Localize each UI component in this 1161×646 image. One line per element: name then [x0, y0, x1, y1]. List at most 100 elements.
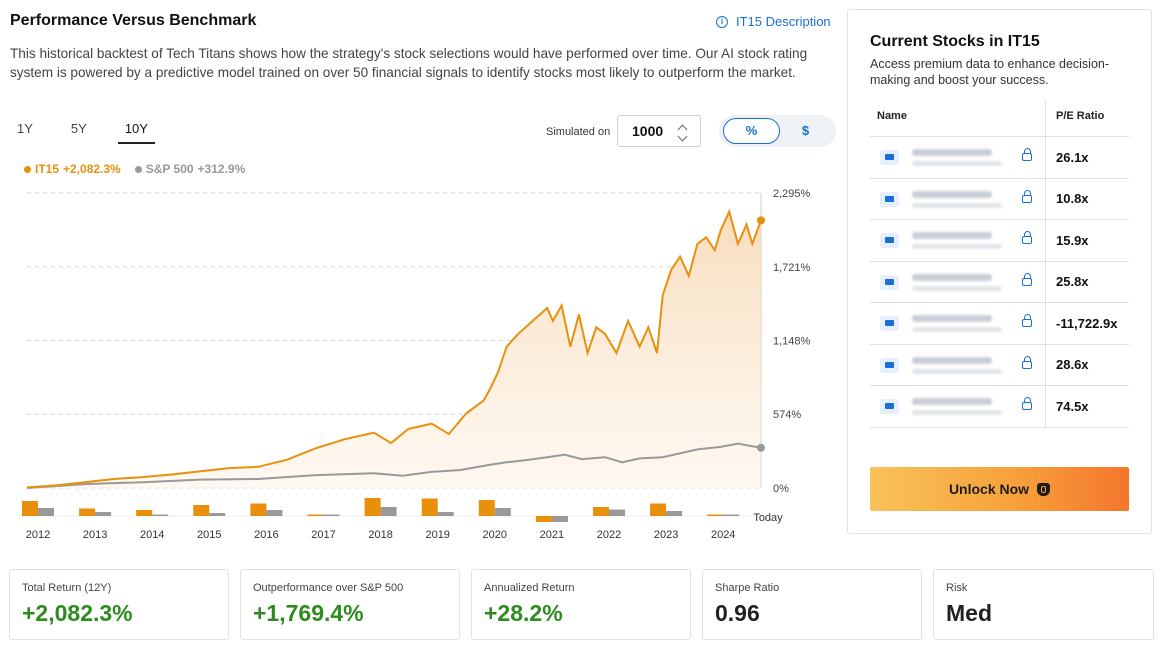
table-row[interactable]: 26.1x [870, 137, 1129, 179]
legend-it15-dot [24, 165, 31, 173]
info-icon: i [716, 15, 728, 28]
unit-percent-button[interactable]: % [723, 118, 780, 144]
table-row[interactable]: 10.8x [870, 178, 1129, 220]
blurred-ticker [912, 356, 992, 364]
sp500-bar-2021 [551, 516, 568, 522]
it15-bar-2020 [478, 500, 495, 516]
x-label: 2021 [540, 529, 564, 541]
lock-icon [1022, 355, 1032, 369]
lock-icon [1022, 272, 1032, 286]
y-tick-label: 574% [773, 409, 801, 421]
stock-icon [880, 233, 899, 248]
it15-line [26, 208, 762, 489]
stock-icon [880, 150, 899, 165]
blurred-company [912, 368, 1002, 374]
x-label: 2020 [483, 529, 507, 541]
blurred-company [912, 327, 1002, 332]
stock-name-cell [870, 178, 1046, 219]
it15-bar-2019 [421, 498, 438, 516]
x-label: 2012 [26, 529, 50, 541]
stocks-table: Name P/E Ratio 26.1x 10.8x 15.9x 25.8x -11,7… [870, 101, 1129, 442]
lock-icon [1022, 148, 1032, 161]
it15-area [27, 211, 761, 488]
it15-bar-2012 [22, 501, 38, 516]
blurred-ticker [912, 315, 992, 322]
stat-value: Med [946, 600, 992, 626]
tab-10y[interactable]: 10Y [117, 121, 155, 144]
stat-value: +1,769.4% [253, 600, 364, 626]
it15-bar-2016 [250, 503, 267, 516]
it15-bar-2023 [650, 503, 667, 516]
sp500-bar-2016 [266, 510, 283, 516]
it15-bar-2015 [193, 505, 210, 516]
simulated-amount-input[interactable]: 1000 [617, 115, 701, 147]
pe-ratio-cell: -11,722.9x [1056, 315, 1118, 331]
legend-sp500-value: +312.9% [197, 162, 246, 176]
stock-name-cell [870, 261, 1046, 302]
sp500-bar-2019 [437, 512, 454, 516]
x-label: 2024 [711, 529, 735, 541]
stat-annualized-return: Annualized Return +28.2% [471, 569, 691, 640]
sp500-bar-2013 [95, 512, 112, 516]
unlock-now-label: Unlock Now [948, 481, 1030, 497]
legend-it15: IT15 +2,082.3% [24, 162, 121, 176]
sp500-line [26, 442, 762, 489]
current-stocks-panel: Current Stocks in IT15 Access premium da… [847, 9, 1152, 534]
stock-name-cell [870, 344, 1046, 385]
x-label: 2016 [254, 529, 278, 541]
it15-bar-2022 [593, 507, 609, 516]
x-label: 2018 [368, 529, 392, 541]
x-label: 2019 [425, 529, 449, 541]
description-link[interactable]: i IT15 Description [716, 14, 831, 29]
blurred-ticker [912, 273, 992, 281]
sp500-end-point [757, 443, 765, 452]
stat-value: 0.96 [715, 600, 760, 626]
stock-name-cell [870, 386, 1046, 427]
description-link-label: IT15 Description [736, 14, 831, 29]
tab-5y[interactable]: 5Y [70, 121, 87, 136]
performance-chart: 2,295% 1,721% 1,148% 574% 0% 2012 2013 2014 2015… [18, 188, 811, 541]
blurred-company [912, 161, 1002, 166]
table-row[interactable]: -11,722.9x [870, 303, 1129, 345]
blurred-company [912, 285, 1002, 291]
period-tabs: 1Y 5Y 10Y [10, 121, 179, 144]
lock-icon [1022, 231, 1032, 244]
blurred-ticker [912, 398, 992, 405]
stat-outperformance: Outperformance over S&P 500 +1,769.4% [240, 569, 460, 640]
y-tick-label: 2,295% [773, 188, 811, 200]
table-row[interactable]: 15.9x [870, 220, 1129, 262]
it15-bar-2024 [707, 514, 724, 516]
it15-bar-2018 [364, 498, 381, 516]
table-row[interactable]: 74.5x [870, 386, 1129, 428]
premium-icon [1037, 482, 1051, 496]
stepper-icon[interactable] [677, 123, 688, 142]
sp500-bar-2024 [723, 514, 740, 516]
legend-it15-name: IT15 [35, 162, 60, 176]
unlock-now-button[interactable]: Unlock Now [870, 467, 1129, 511]
x-label: 2013 [83, 529, 107, 541]
panel-title: Current Stocks in IT15 [870, 33, 1040, 50]
unit-dollar-button[interactable]: $ [801, 123, 810, 138]
pe-ratio-cell: 15.9x [1056, 232, 1089, 248]
table-row[interactable]: 28.6x [870, 344, 1129, 386]
stock-icon [880, 274, 899, 290]
stat-total-return: Total Return (12Y) +2,082.3% [9, 569, 229, 640]
y-tick-label: 1,721% [773, 262, 811, 274]
it15-bar-2013 [79, 508, 96, 516]
blurred-ticker [912, 149, 992, 156]
stat-label: Risk [946, 582, 968, 594]
strategy-description: This historical backtest of Tech Titans … [10, 46, 808, 80]
x-label: 2015 [197, 529, 221, 541]
sp500-bar-2020 [494, 508, 511, 516]
x-label-today: Today [753, 512, 783, 524]
pe-ratio-cell: 10.8x [1056, 191, 1089, 207]
y-tick-label: 0% [773, 483, 789, 495]
legend-sp500-name: S&P 500 [145, 162, 194, 176]
stock-name-cell [870, 220, 1046, 261]
x-label: 2014 [140, 529, 164, 541]
stat-label: Sharpe Ratio [715, 582, 780, 594]
tab-1y[interactable]: 1Y [17, 121, 33, 136]
table-row[interactable]: 25.8x [870, 261, 1129, 303]
it15-bar-2017 [307, 514, 324, 516]
sp500-bar-2022 [609, 509, 625, 516]
